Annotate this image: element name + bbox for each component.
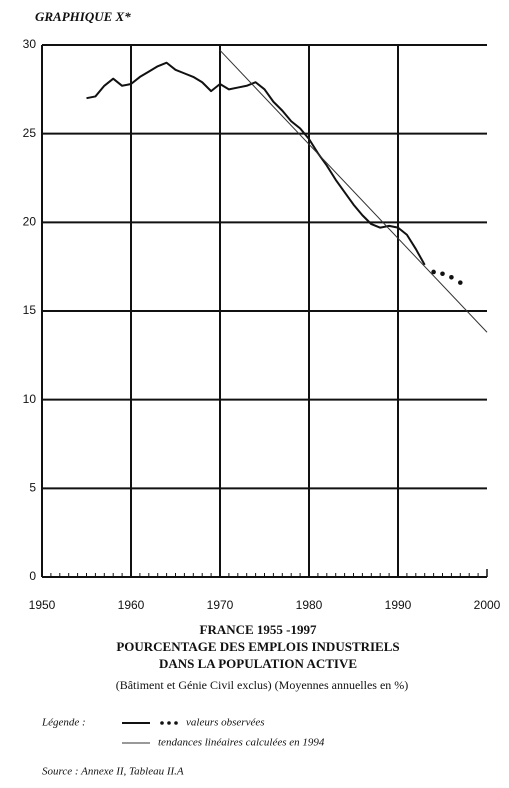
chart-title: FRANCE 1955 -1997: [200, 622, 317, 637]
legend-dot: [160, 721, 164, 725]
legend-label: valeurs observées: [186, 717, 265, 729]
source: Source : Annexe II, Tableau II.A: [42, 766, 184, 778]
legend-label: tendances linéaires calculées en 1994: [158, 737, 325, 749]
series-line: [86, 61, 426, 266]
y-tick-label: 0: [29, 569, 36, 583]
y-tick-label: 15: [23, 303, 37, 317]
subtitle: (Bâtiment et Génie Civil exclus) (Moyenn…: [116, 678, 409, 692]
series-dot: [431, 269, 436, 275]
legend-title: Légende :: [41, 717, 86, 729]
header: GRAPHIQUE X*: [35, 9, 131, 24]
x-tick-label: 1980: [296, 598, 323, 612]
subtitle: DANS LA POPULATION ACTIVE: [159, 656, 357, 671]
y-tick-label: 25: [23, 126, 37, 140]
x-tick-label: 2000: [474, 598, 501, 612]
y-tick-label: 5: [29, 481, 36, 495]
x-tick-label: 1950: [29, 598, 56, 612]
x-tick-label: 1970: [207, 598, 234, 612]
series-dot: [458, 280, 463, 285]
subtitle: POURCENTAGE DES EMPLOIS INDUSTRIELS: [116, 639, 399, 654]
y-tick-label: 10: [23, 392, 37, 406]
y-tick-label: 20: [23, 215, 37, 229]
x-tick-label: 1960: [118, 598, 145, 612]
series-dot: [449, 275, 454, 280]
x-tick-label: 1990: [385, 598, 412, 612]
y-tick-label: 30: [23, 37, 37, 51]
series-dot: [440, 271, 445, 277]
series-line: [219, 49, 488, 333]
legend-dot: [174, 721, 178, 725]
legend-dot: [167, 721, 171, 725]
